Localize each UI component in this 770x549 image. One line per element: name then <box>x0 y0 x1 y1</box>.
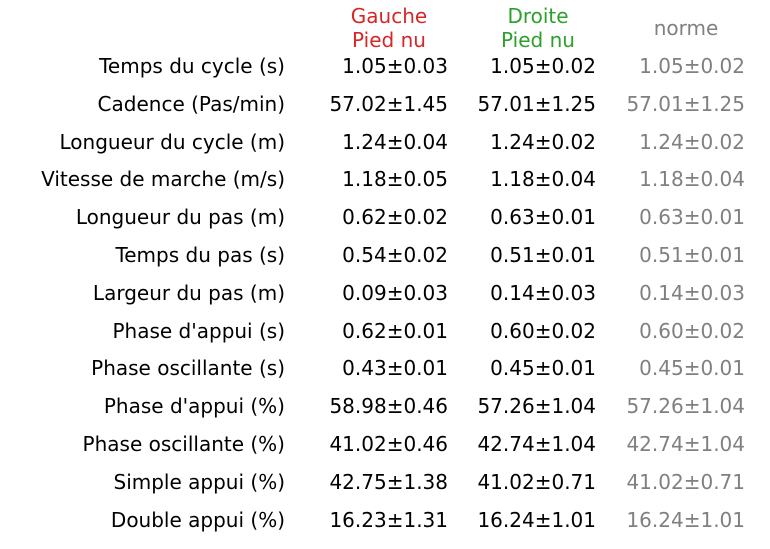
value-norm: 0.60±0.02 <box>639 318 745 343</box>
value-norm: 42.74±1.04 <box>626 432 745 456</box>
value-norm: 1.18±0.04 <box>639 167 745 192</box>
value-right-barefoot: 57.26±1.04 <box>477 394 596 419</box>
value-right-barefoot: 16.24±1.01 <box>477 507 596 532</box>
value-right-barefoot: 1.05±0.02 <box>490 54 596 78</box>
row-label: Longueur du pas (m) <box>75 205 285 230</box>
header-left-barefoot: Gauche Pied nu <box>329 4 449 52</box>
value-left-barefoot: 58.98±0.46 <box>329 394 448 419</box>
row-label: Phase oscillante (%) <box>82 432 285 456</box>
value-norm: 0.51±0.01 <box>639 243 745 267</box>
header-right-line1: Droite <box>507 4 569 28</box>
row-label: Simple appui (%) <box>113 469 286 494</box>
table-row: Cadence (Pas/min) 57.02±1.45 57.01±1.25 57.… <box>0 89 770 119</box>
row-label: Phase d'appui (%) <box>103 394 285 419</box>
row-label: Temps du pas (s) <box>115 243 285 267</box>
value-left-barefoot: 0.62±0.02 <box>342 205 448 230</box>
table-row: Phase d'appui (s) 0.62±0.01 0.60±0.02 0.60±… <box>0 316 770 346</box>
value-left-barefoot: 0.43±0.01 <box>342 356 448 381</box>
table-row: Largeur du pas (m) 0.09±0.03 0.14±0.03 0.14… <box>0 278 770 308</box>
value-right-barefoot: 0.63±0.01 <box>490 205 596 230</box>
value-right-barefoot: 1.18±0.04 <box>490 167 596 192</box>
header-norm-label: norme <box>653 16 719 40</box>
value-norm: 0.63±0.01 <box>639 205 745 230</box>
row-label: Cadence (Pas/min) <box>97 91 285 116</box>
value-right-barefoot: 41.02±0.71 <box>477 469 596 494</box>
value-left-barefoot: 0.62±0.01 <box>342 318 448 343</box>
value-left-barefoot: 1.05±0.03 <box>342 54 448 78</box>
header-left-line1: Gauche <box>350 4 428 28</box>
row-label: Double appui (%) <box>110 507 285 532</box>
value-norm: 57.26±1.04 <box>626 394 745 419</box>
value-left-barefoot: 16.23±1.31 <box>329 507 448 532</box>
table-row: Longueur du pas (m) 0.62±0.02 0.63±0.01 0.6… <box>0 202 770 232</box>
value-norm: 41.02±0.71 <box>626 469 745 494</box>
table-row: Double appui (%) 16.23±1.31 16.24±1.01 16.2… <box>0 505 770 535</box>
table-row: Phase oscillante (%) 41.02±0.46 42.74±1.04… <box>0 429 770 459</box>
value-right-barefoot: 0.14±0.03 <box>490 280 596 305</box>
value-left-barefoot: 41.02±0.46 <box>329 432 448 456</box>
value-norm: 57.01±1.25 <box>626 91 745 116</box>
row-label: Largeur du pas (m) <box>92 280 285 305</box>
value-left-barefoot: 57.02±1.45 <box>329 91 448 116</box>
table-row: Simple appui (%) 42.75±1.38 41.02±0.71 41.0… <box>0 467 770 497</box>
value-right-barefoot: 0.45±0.01 <box>490 356 596 381</box>
row-label: Temps du cycle (s) <box>99 54 285 78</box>
row-label: Phase d'appui (s) <box>112 318 285 343</box>
value-right-barefoot: 57.01±1.25 <box>477 91 596 116</box>
value-left-barefoot: 1.18±0.05 <box>342 167 448 192</box>
row-label: Longueur du cycle (m) <box>59 129 286 154</box>
table-row: Longueur du cycle (m) 1.24±0.04 1.24±0.02 1… <box>0 127 770 157</box>
header-right-line2: Pied nu <box>501 28 575 52</box>
value-left-barefoot: 42.75±1.38 <box>329 469 448 494</box>
value-right-barefoot: 0.51±0.01 <box>490 243 596 267</box>
value-right-barefoot: 0.60±0.02 <box>490 318 596 343</box>
table-row: Temps du pas (s) 0.54±0.02 0.51±0.01 0.51±0… <box>0 240 770 270</box>
row-label: Phase oscillante (s) <box>91 356 285 381</box>
value-left-barefoot: 0.54±0.02 <box>342 243 448 267</box>
value-norm: 16.24±1.01 <box>626 507 745 532</box>
value-left-barefoot: 0.09±0.03 <box>342 280 448 305</box>
value-left-barefoot: 1.24±0.04 <box>342 129 448 154</box>
table-row: Vitesse de marche (m/s) 1.18±0.05 1.18±0.0… <box>0 164 770 194</box>
table-row: Phase oscillante (s) 0.43±0.01 0.45±0.01 0.… <box>0 353 770 383</box>
header-right-barefoot: Droite Pied nu <box>478 4 598 52</box>
value-norm: 0.14±0.03 <box>639 280 745 305</box>
header-left-line2: Pied nu <box>352 28 426 52</box>
table-row: Temps du cycle (s) 1.05±0.03 1.05±0.02 1.05… <box>0 51 770 81</box>
table-row: Phase d'appui (%) 58.98±0.46 57.26±1.04 57.… <box>0 391 770 421</box>
value-right-barefoot: 1.24±0.02 <box>490 129 596 154</box>
value-right-barefoot: 42.74±1.04 <box>477 432 596 456</box>
header-norm: norme <box>626 16 746 40</box>
row-label: Vitesse de marche (m/s) <box>41 167 285 192</box>
value-norm: 1.24±0.02 <box>639 129 745 154</box>
value-norm: 1.05±0.02 <box>639 54 745 78</box>
value-norm: 0.45±0.01 <box>639 356 745 381</box>
